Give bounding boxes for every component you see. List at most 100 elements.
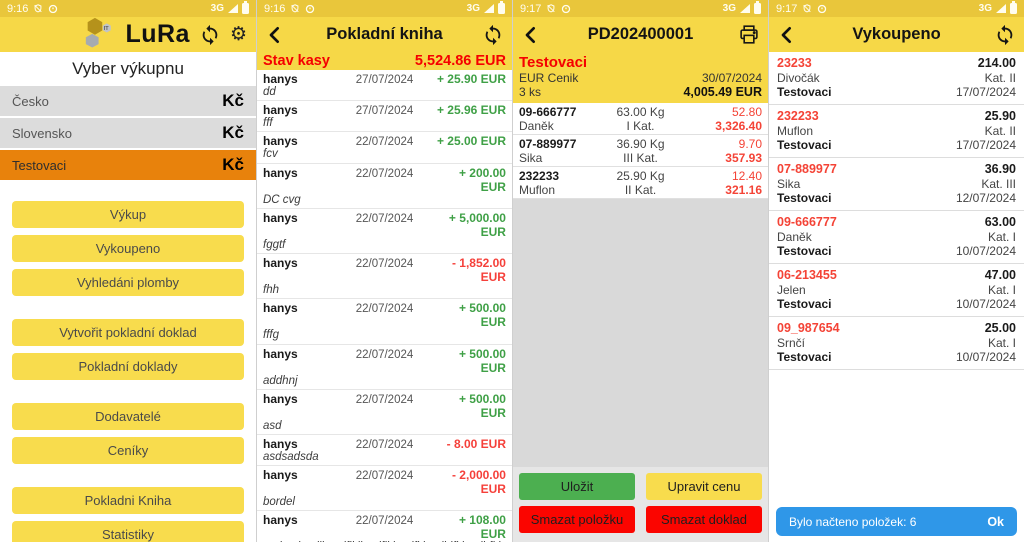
purchased-list: 23233 Divočák Testovaci 214.00 Kat. II 1… bbox=[769, 52, 1024, 370]
back-icon[interactable] bbox=[769, 25, 807, 45]
item-price: 63.00 bbox=[984, 215, 1016, 229]
entry-amount: - 8.00 EUR bbox=[446, 436, 506, 451]
cash-entry-row[interactable]: hanys 22/07/2024 + 500.00 EUR addhnj bbox=[257, 345, 512, 390]
entry-amount: + 200.00 EUR bbox=[458, 165, 506, 194]
receipt-actions-row-2: Smazat položku Smazat doklad bbox=[519, 504, 762, 537]
cash-entry-row[interactable]: hanys 22/07/2024 + 500.00 EUR asd bbox=[257, 390, 512, 435]
site-name: Testovaci bbox=[777, 297, 832, 311]
item-category: Kat. I bbox=[987, 230, 1016, 244]
edit-price-button[interactable]: Upravit cenu bbox=[646, 473, 762, 500]
settings-icon[interactable]: ⚙ bbox=[229, 24, 247, 45]
receipt-site: Testovaci bbox=[519, 54, 588, 71]
page-title: Vyber výkupnu bbox=[0, 52, 256, 86]
cash-entry-row[interactable]: hanys 22/07/2024 + 500.00 EUR fffg bbox=[257, 299, 512, 345]
menu-button[interactable]: Pokladni Kniha bbox=[12, 487, 244, 514]
refresh-icon[interactable] bbox=[474, 24, 512, 46]
tag-code: 09-666777 bbox=[777, 215, 837, 229]
purchased-row[interactable]: 232233 Muflon Testovaci 25.90 Kat. II 17… bbox=[769, 105, 1024, 158]
item-category: Kat. II bbox=[984, 71, 1016, 85]
menu-button[interactable]: Statistiky bbox=[12, 521, 244, 542]
battery-icon bbox=[498, 1, 505, 14]
entry-amount: + 500.00 EUR bbox=[458, 346, 506, 375]
location-label: Česko bbox=[12, 93, 49, 109]
receipt-item-row[interactable]: 07-889977 36.90 Kg 9.70 Sika III Kat. 35… bbox=[513, 135, 768, 167]
cash-entry-row[interactable]: hanys 22/07/2024 + 5,000.00 EUR fggtf bbox=[257, 209, 512, 255]
item-category: Kat. I bbox=[987, 283, 1016, 297]
location-row[interactable]: Testovaci Kč bbox=[0, 150, 256, 182]
purchased-row[interactable]: 23233 Divočák Testovaci 214.00 Kat. II 1… bbox=[769, 52, 1024, 105]
entry-note: bordel bbox=[263, 496, 295, 509]
status-right-cluster: 3G bbox=[979, 1, 1017, 14]
signal-icon bbox=[996, 4, 1006, 13]
purchased-row[interactable]: 06-213455 Jelen Testovaci 47.00 Kat. I 1… bbox=[769, 264, 1024, 317]
app-bar: IT LuRa ⚙ bbox=[0, 17, 256, 52]
entry-main-line: hanys 22/07/2024 + 25.00 EUR bbox=[263, 134, 506, 148]
entry-main-line: hanys 22/07/2024 - 8.00 EUR bbox=[263, 437, 506, 451]
entry-amount: + 108.00 EUR bbox=[458, 513, 506, 542]
tag-code: 07-889977 bbox=[777, 162, 837, 176]
menu-button[interactable]: Dodavatelé bbox=[12, 403, 244, 430]
cash-entry-row[interactable]: hanys 22/07/2024 + 25.00 EUR fcv bbox=[257, 132, 512, 164]
status-time: 9:17 bbox=[776, 2, 798, 15]
refresh-icon[interactable] bbox=[986, 24, 1024, 46]
page-title: Vykoupeno bbox=[852, 25, 941, 43]
snackbar-toast: Bylo načteno položek: 6 Ok bbox=[776, 507, 1017, 536]
delete-doc-button[interactable]: Smazat doklad bbox=[646, 506, 762, 533]
entry-amount: + 500.00 EUR bbox=[458, 301, 506, 330]
menu-button[interactable]: Vytvořit pokladní doklad bbox=[12, 319, 244, 346]
item-animal: Daněk bbox=[519, 119, 554, 133]
entry-date: 22/07/2024 bbox=[355, 515, 414, 528]
receipt-line-1: EUR Cenik 30/07/2024 bbox=[519, 71, 762, 85]
purchased-row[interactable]: 09-666777 Daněk Testovaci 63.00 Kat. I 1… bbox=[769, 211, 1024, 264]
item-line-1: 09-666777 63.00 Kg 52.80 bbox=[519, 105, 762, 119]
location-row[interactable]: Slovensko Kč bbox=[0, 118, 256, 150]
status-bar: 9:17 3G bbox=[513, 0, 768, 17]
item-category: Kat. III bbox=[981, 177, 1016, 191]
entry-date: 22/07/2024 bbox=[355, 212, 414, 225]
cash-entry-row[interactable]: hanys 27/07/2024 + 25.96 EUR fff bbox=[257, 101, 512, 133]
menu-button[interactable]: Vykoupeno bbox=[12, 235, 244, 262]
entry-main-line: hanys 22/07/2024 + 500.00 EUR bbox=[263, 392, 506, 420]
item-price: 25.90 bbox=[984, 109, 1016, 123]
toast-ok-button[interactable]: Ok bbox=[987, 514, 1004, 529]
menu-button[interactable]: Vyhledáni plomby bbox=[12, 269, 244, 296]
save-button[interactable]: Uložit bbox=[519, 473, 635, 500]
location-row[interactable]: Česko Kč bbox=[0, 86, 256, 118]
menu-button[interactable]: Pokladní doklady bbox=[12, 353, 244, 380]
back-icon[interactable] bbox=[513, 25, 551, 45]
lura-logo: IT bbox=[83, 17, 116, 53]
purchased-right: 214.00 Kat. II 17/07/2024 bbox=[897, 56, 1016, 99]
entry-user: hanys bbox=[263, 103, 298, 118]
refresh-icon[interactable] bbox=[199, 24, 221, 46]
status-time: 9:16 bbox=[7, 2, 29, 15]
tag-code: 06-213455 bbox=[777, 268, 837, 282]
cash-entry-row[interactable]: hanys 22/07/2024 + 108.00 EUR asdasdasdl… bbox=[257, 511, 512, 542]
menu-button[interactable]: Ceníky bbox=[12, 437, 244, 464]
item-line-2: Muflon II Kat. 321.16 bbox=[519, 183, 762, 197]
back-icon[interactable] bbox=[257, 25, 295, 45]
cash-entry-row[interactable]: hanys 22/07/2024 + 200.00 EUR DC cvg bbox=[257, 164, 512, 209]
purchased-row[interactable]: 07-889977 Sika Testovaci 36.90 Kat. III … bbox=[769, 158, 1024, 211]
receipt-item-row[interactable]: 09-666777 63.00 Kg 52.80 Daněk I Kat. 3,… bbox=[513, 103, 768, 135]
cash-entry-row[interactable]: hanys 22/07/2024 - 8.00 EUR asdsadsda bbox=[257, 435, 512, 467]
item-unit-price: 52.80 bbox=[731, 105, 762, 119]
cash-entry-row[interactable]: hanys 27/07/2024 + 25.90 EUR dd bbox=[257, 70, 512, 102]
menu-button[interactable]: Výkup bbox=[12, 201, 244, 228]
cash-entry-row[interactable]: hanys 22/07/2024 - 1,852.00 EUR fhh bbox=[257, 254, 512, 300]
print-icon[interactable] bbox=[730, 24, 768, 45]
location-off-icon bbox=[33, 3, 43, 14]
entry-user: hanys bbox=[263, 256, 298, 271]
delete-item-button[interactable]: Smazat položku bbox=[519, 506, 635, 533]
cash-entry-list: hanys 27/07/2024 + 25.90 EUR dd hanys 27… bbox=[257, 70, 512, 542]
entry-user: hanys bbox=[263, 436, 298, 451]
purchased-left: 232233 Muflon Testovaci bbox=[777, 109, 897, 152]
purchased-row[interactable]: 09_987654 Srnčí Testovaci 25.00 Kat. I 1… bbox=[769, 317, 1024, 370]
receipt-item-row[interactable]: 232233 25.90 Kg 12.40 Muflon II Kat. 321… bbox=[513, 167, 768, 199]
purchased-right: 36.90 Kat. III 12/07/2024 bbox=[897, 162, 1016, 205]
cash-entry-row[interactable]: hanys 22/07/2024 - 2,000.00 EUR bordel bbox=[257, 466, 512, 512]
app-bar: PD202400001 bbox=[513, 17, 768, 52]
tag-code: 23233 bbox=[777, 56, 812, 70]
location-label: Slovensko bbox=[12, 125, 72, 141]
item-code: 09-666777 bbox=[519, 105, 577, 119]
signal-icon bbox=[740, 4, 750, 13]
